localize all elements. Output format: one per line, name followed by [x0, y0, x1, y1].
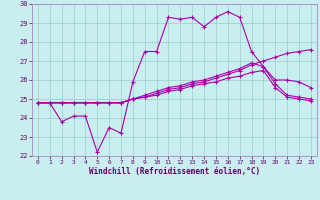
X-axis label: Windchill (Refroidissement éolien,°C): Windchill (Refroidissement éolien,°C) — [89, 167, 260, 176]
